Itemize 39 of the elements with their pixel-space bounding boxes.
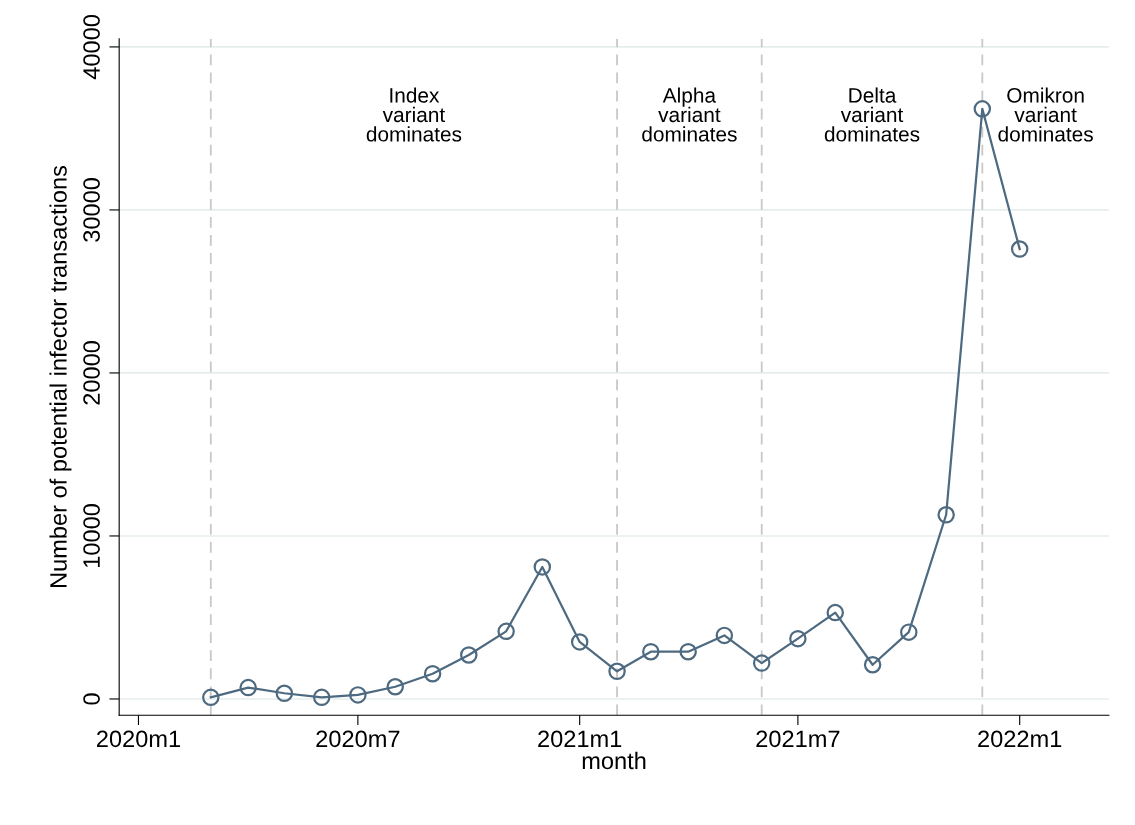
point: [497, 622, 515, 641]
y-tick-label: 20000: [83, 341, 100, 405]
point: [460, 646, 478, 664]
point: [275, 684, 294, 703]
point: [349, 686, 367, 704]
x-tick-label: 2021m1: [538, 730, 622, 748]
y-tick-label: 10000: [83, 504, 100, 567]
point: [826, 603, 844, 622]
y-tick-label: 0: [83, 693, 100, 705]
x-tick-label: 2020m7: [316, 730, 400, 748]
point: [1010, 240, 1029, 258]
y-tick-label: 40000: [83, 15, 100, 80]
point: [679, 642, 697, 661]
point: [312, 688, 331, 707]
point: [608, 662, 626, 681]
point: [752, 654, 771, 672]
point: [570, 633, 589, 651]
point: [900, 623, 918, 641]
point: [973, 100, 992, 118]
point: [386, 678, 404, 696]
annotation: Alpha variant dominates: [642, 87, 737, 142]
x-tick-label: 2021m7: [756, 730, 840, 748]
annotation: Omikron variant dominates: [998, 87, 1093, 142]
annotation: Delta variant dominates: [824, 87, 920, 142]
point: [937, 506, 955, 524]
point: [789, 629, 807, 648]
x-axis-title: month: [582, 751, 646, 770]
x-tick-label: 2022m1: [978, 730, 1062, 748]
y-tick-label: 30000: [83, 178, 100, 242]
point: [863, 655, 882, 674]
point: [533, 558, 552, 576]
x-tick-label: 2020m1: [96, 730, 180, 748]
point: [423, 664, 442, 683]
point: [239, 678, 257, 697]
point: [642, 642, 660, 661]
annotation: Index variant dominates: [366, 87, 462, 142]
y-axis-title: Number of potential infector transactions: [49, 165, 72, 588]
point: [202, 688, 220, 707]
point: [715, 626, 734, 645]
